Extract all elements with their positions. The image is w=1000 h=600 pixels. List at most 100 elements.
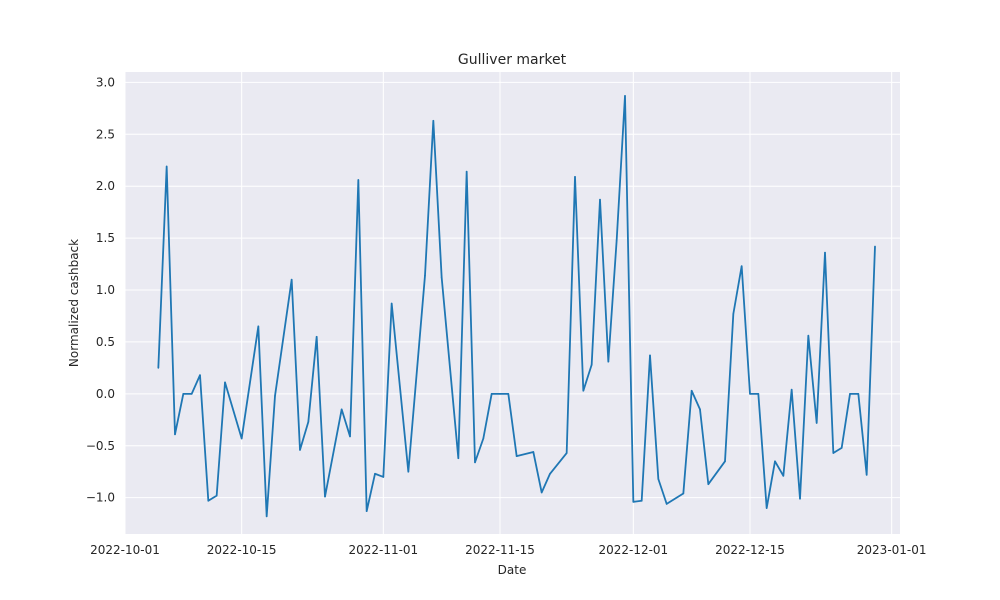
- data-point: [274, 395, 276, 397]
- x-tick-label: 2022-11-15: [465, 543, 535, 557]
- data-point: [174, 433, 176, 436]
- data-point: [815, 422, 818, 424]
- data-point: [374, 472, 376, 475]
- data-point: [807, 334, 810, 337]
- data-point: [657, 478, 660, 480]
- data-point: [665, 503, 668, 505]
- data-point: [474, 461, 476, 464]
- grid: [124, 72, 900, 534]
- y-tick-label: 3.0: [96, 75, 115, 89]
- data-point: [407, 470, 410, 473]
- y-axis-label: Normalized cashback: [67, 239, 81, 367]
- data-point: [382, 476, 385, 478]
- data-point: [482, 437, 485, 440]
- x-axis-label: Date: [498, 563, 527, 577]
- data-point: [265, 515, 268, 518]
- data-point: [199, 374, 201, 376]
- data-point: [315, 335, 318, 338]
- data-point: [532, 451, 535, 453]
- y-tick-label: 1.5: [96, 231, 115, 245]
- data-point: [490, 393, 493, 395]
- data-point: [340, 408, 343, 411]
- data-point: [165, 165, 168, 168]
- data-point: [649, 354, 651, 357]
- x-tick-label: 2022-10-01: [90, 543, 160, 557]
- x-tick-label: 2023-01-01: [857, 543, 927, 557]
- data-point: [682, 492, 685, 495]
- data-point: [357, 179, 360, 181]
- data-point: [549, 472, 551, 475]
- data-point: [390, 302, 393, 305]
- data-point: [257, 325, 260, 328]
- data-point: [699, 408, 701, 411]
- data-point: [740, 265, 743, 267]
- series-layer: [157, 94, 876, 518]
- y-tick-label: 2.0: [96, 179, 115, 193]
- data-point: [782, 475, 785, 477]
- data-point: [515, 455, 518, 457]
- data-point: [840, 447, 843, 449]
- data-point: [207, 499, 210, 502]
- data-point: [590, 363, 593, 366]
- data-point: [865, 474, 868, 476]
- x-tick-label: 2022-12-01: [598, 543, 668, 557]
- data-point: [565, 452, 568, 454]
- data-point: [690, 389, 693, 392]
- data-point: [465, 170, 468, 173]
- x-tick-label: 2022-11-01: [348, 543, 418, 557]
- data-point: [640, 499, 643, 502]
- data-point: [857, 393, 860, 395]
- data-point: [774, 460, 776, 463]
- y-tick-label: 0.0: [96, 387, 115, 401]
- plot-area: [125, 72, 900, 534]
- data-point: [749, 393, 751, 395]
- data-point: [615, 239, 618, 241]
- data-point: [215, 494, 218, 497]
- data-point: [832, 452, 835, 454]
- data-point: [757, 393, 760, 395]
- data-point: [799, 497, 801, 500]
- series-line: [157, 94, 876, 518]
- data-point: [157, 367, 160, 369]
- data-point: [732, 313, 735, 315]
- y-tick-label: −0.5: [86, 439, 115, 453]
- y-tick-label: −1.0: [86, 491, 115, 505]
- data-point: [582, 389, 585, 392]
- data-point: [307, 421, 310, 423]
- data-point: [507, 393, 510, 395]
- data-point: [190, 393, 193, 395]
- data-point: [349, 435, 351, 438]
- data-point: [574, 176, 576, 178]
- y-tick-label: 2.5: [96, 127, 115, 141]
- data-point: [440, 276, 443, 279]
- data-point: [607, 360, 610, 363]
- tick-labels: 2022-10-01 2022-10-15 2022-11-01 2022-11-15…: [86, 75, 927, 557]
- chart-title: Gulliver market: [458, 52, 567, 68]
- data-point: [707, 483, 710, 485]
- data-point: [624, 95, 626, 97]
- data-point: [365, 510, 368, 512]
- data-point: [849, 393, 851, 395]
- data-point: [224, 381, 226, 384]
- x-tick-label: 2022-10-15: [207, 543, 277, 557]
- data-point: [182, 393, 185, 395]
- data-point: [632, 501, 635, 503]
- data-point: [324, 495, 326, 498]
- data-point: [457, 457, 460, 460]
- data-point: [790, 388, 793, 391]
- data-point: [874, 245, 876, 248]
- data-point: [765, 507, 768, 509]
- data-point: [290, 278, 293, 281]
- data-point: [299, 449, 301, 451]
- data-point: [432, 119, 435, 122]
- y-tick-label: 1.0: [96, 283, 115, 297]
- data-point: [599, 198, 601, 201]
- x-tick-label: 2022-12-15: [715, 543, 785, 557]
- data-point: [499, 393, 501, 395]
- data-point: [424, 274, 426, 277]
- data-point: [540, 491, 543, 494]
- data-point: [724, 460, 726, 463]
- data-point: [240, 437, 243, 440]
- data-point: [824, 251, 826, 254]
